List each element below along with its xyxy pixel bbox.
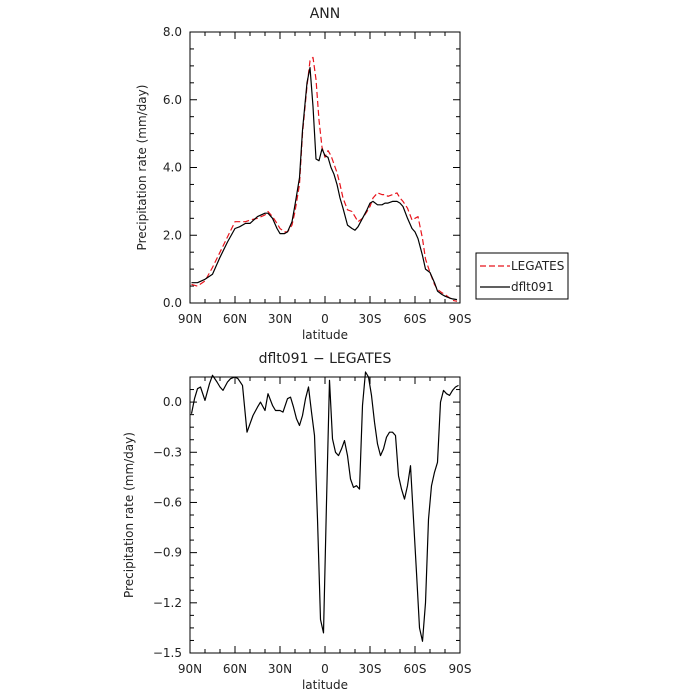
y-axis-label: Precipitation rate (mm/day)	[122, 432, 136, 598]
legend-label-dflt091: dflt091	[511, 280, 554, 294]
x-tick-label: 90S	[449, 662, 472, 676]
x-tick-label: 60N	[223, 312, 247, 326]
y-tick-label: −0.9	[153, 546, 182, 560]
plot-frame	[189, 376, 461, 654]
x-tick-label: 30S	[359, 312, 382, 326]
x-tick-label: 30N	[268, 662, 292, 676]
series-line-dflt091	[191, 66, 458, 301]
x-tick-label: 60S	[404, 662, 427, 676]
series-line-1	[190, 371, 459, 642]
legend-box	[475, 252, 569, 300]
x-axis-label: latitude	[302, 328, 348, 342]
y-tick-label: 8.0	[163, 25, 182, 39]
x-tick-label: 0	[321, 312, 329, 326]
x-tick-label: 30S	[359, 662, 382, 676]
x-tick-label: 90S	[449, 312, 472, 326]
x-tick-label: 90N	[178, 662, 202, 676]
y-tick-label: 6.0	[163, 93, 182, 107]
x-tick-label: 60S	[404, 312, 427, 326]
x-tick-label: 0	[321, 662, 329, 676]
chart-panel-2: dflt091 − LEGATES 90N 60N 30N 0 30S 60S 90S 0.0 −…	[122, 351, 471, 692]
y-tick-label: −1.5	[153, 646, 182, 660]
x-tick-label: 60N	[223, 662, 247, 676]
x-axis-label: latitude	[302, 678, 348, 692]
series-line-legates	[191, 56, 458, 302]
y-tick-label: −1.2	[153, 596, 182, 610]
y-tick-label: −0.3	[153, 445, 182, 459]
y-tick-label: 4.0	[163, 161, 182, 175]
y-tick-label: 2.0	[163, 228, 182, 242]
y-axis-label: Precipitation rate (mm/day)	[135, 85, 149, 251]
chart-title: ANN	[310, 6, 341, 22]
plot-frame	[189, 31, 461, 304]
legend-label-legates: LEGATES	[511, 259, 564, 273]
legend: LEGATES dflt091	[475, 252, 569, 300]
y-tick-label: 0.0	[163, 296, 182, 310]
chart-panel-1: ANN 90N 60N 30N 0 30S 60S 90S 0.0 2.0 4.0 6.0 8.0 lat…	[135, 6, 569, 342]
y-tick-label: 0.0	[163, 395, 182, 409]
x-tick-label: 30N	[268, 312, 292, 326]
chart-title: dflt091 − LEGATES	[259, 351, 392, 367]
x-tick-label: 90N	[178, 312, 202, 326]
y-tick-label: −0.6	[153, 495, 182, 509]
